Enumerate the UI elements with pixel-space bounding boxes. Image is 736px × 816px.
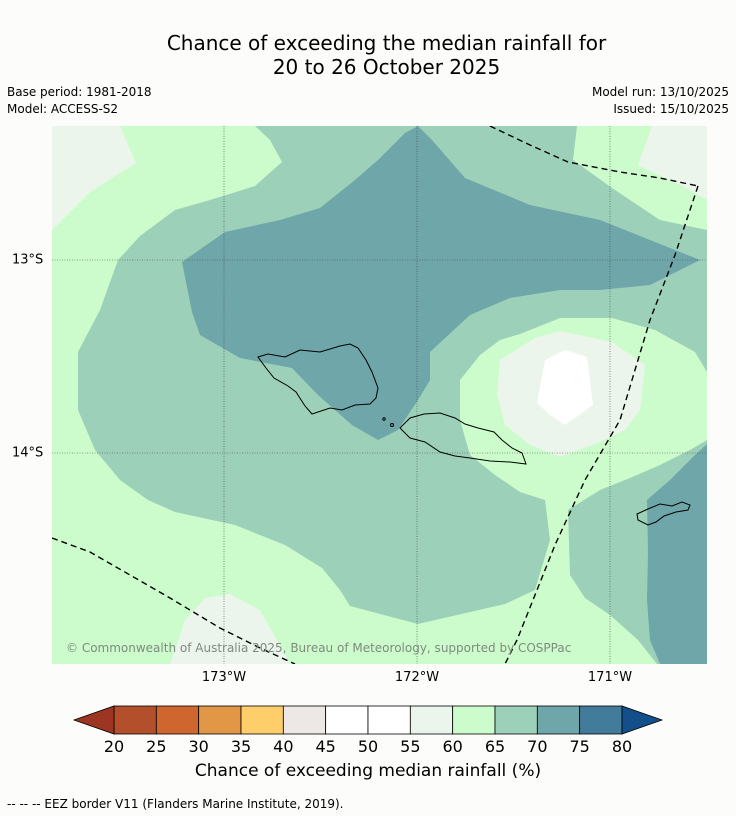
colorbar-tick-label: 40 bbox=[273, 737, 294, 756]
colorbar-tick-label: 75 bbox=[569, 737, 590, 756]
colorbar-tick-label: 45 bbox=[315, 737, 336, 756]
chart-title-line1: Chance of exceeding the median rainfall … bbox=[166, 31, 607, 55]
colorbar-segment bbox=[409, 705, 454, 735]
colorbar-segment bbox=[282, 705, 327, 735]
colorbar-tick-label: 30 bbox=[188, 737, 209, 756]
lat-label-13s: 13°S bbox=[12, 252, 44, 268]
colorbar bbox=[72, 705, 664, 735]
lat-label-14s: 14°S bbox=[12, 445, 44, 461]
contour-70-75-bottomright bbox=[647, 444, 707, 664]
contour-55-60-topright bbox=[638, 126, 707, 200]
colorbar-extend-under bbox=[72, 705, 115, 735]
model-run: Model run: 13/10/2025 bbox=[591, 85, 729, 99]
colorbar-segment bbox=[367, 705, 411, 735]
meta-left: Base period: 1981-2018 Model: ACCESS-S2 bbox=[7, 84, 152, 118]
contour-field bbox=[52, 126, 707, 664]
tutuila-island bbox=[636, 501, 691, 526]
eez-border-east bbox=[504, 185, 699, 664]
islands bbox=[257, 343, 691, 526]
lon-label-173w: 173°W bbox=[201, 670, 247, 685]
colorbar-tick-label: 65 bbox=[484, 737, 506, 756]
colorbar-tick-label: 80 bbox=[611, 737, 633, 756]
lon-label-172w: 172°W bbox=[394, 670, 440, 685]
colorbar-tick-label: 60 bbox=[442, 737, 463, 756]
colorbar-segment bbox=[325, 705, 369, 735]
colorbar-tick-label: 25 bbox=[146, 737, 167, 756]
colorbar-segment bbox=[494, 705, 538, 735]
colorbar-segment bbox=[579, 705, 623, 735]
contour-55-60-bottom bbox=[170, 594, 290, 664]
gridlines bbox=[52, 126, 707, 664]
apolima-islet bbox=[382, 417, 386, 421]
eez-border bbox=[52, 126, 699, 664]
colorbar-segment bbox=[452, 705, 496, 735]
eez-border-southwest bbox=[52, 537, 296, 664]
meta-right: Model run: 13/10/2025 Issued: 15/10/2025 bbox=[592, 84, 729, 118]
colorbar-segment bbox=[155, 705, 200, 735]
issued-date: Issued: 15/10/2025 bbox=[613, 102, 729, 116]
colorbar-segment bbox=[198, 705, 242, 735]
chart-title: Chance of exceeding the median rainfall … bbox=[0, 31, 736, 79]
colorbar-segment bbox=[536, 705, 581, 735]
contour-50-55-inner bbox=[537, 350, 593, 425]
colorbar-segment bbox=[240, 705, 284, 735]
base-period: Base period: 1981-2018 bbox=[7, 85, 152, 99]
manono-islet bbox=[390, 423, 394, 427]
colorbar-title: Chance of exceeding median rainfall (%) bbox=[194, 761, 542, 781]
chart-title-line2: 20 to 26 October 2025 bbox=[272, 55, 501, 79]
savaii-island bbox=[257, 343, 379, 415]
colorbar-tick-label: 50 bbox=[357, 737, 379, 756]
contour-55-60-topleft bbox=[52, 126, 136, 230]
colorbar-tick-label: 20 bbox=[103, 737, 125, 756]
contour-70-75-central bbox=[182, 126, 700, 440]
colorbar-tick-label: 70 bbox=[527, 737, 548, 756]
colorbar-tick-label: 55 bbox=[400, 737, 421, 756]
model-name: Model: ACCESS-S2 bbox=[7, 102, 119, 116]
upolu-island bbox=[399, 412, 527, 465]
copyright-text: © Commonwealth of Australia 2025, Bureau… bbox=[66, 641, 572, 655]
colorbar-tick-label: 35 bbox=[230, 737, 252, 756]
eez-border-north bbox=[489, 126, 699, 187]
eez-footnote: -- -- -- EEZ border V11 (Flanders Marine… bbox=[7, 797, 344, 811]
colorbar-extend-over bbox=[621, 705, 664, 735]
colorbar-segment bbox=[113, 705, 157, 735]
lon-label-171w: 171°W bbox=[587, 670, 633, 685]
